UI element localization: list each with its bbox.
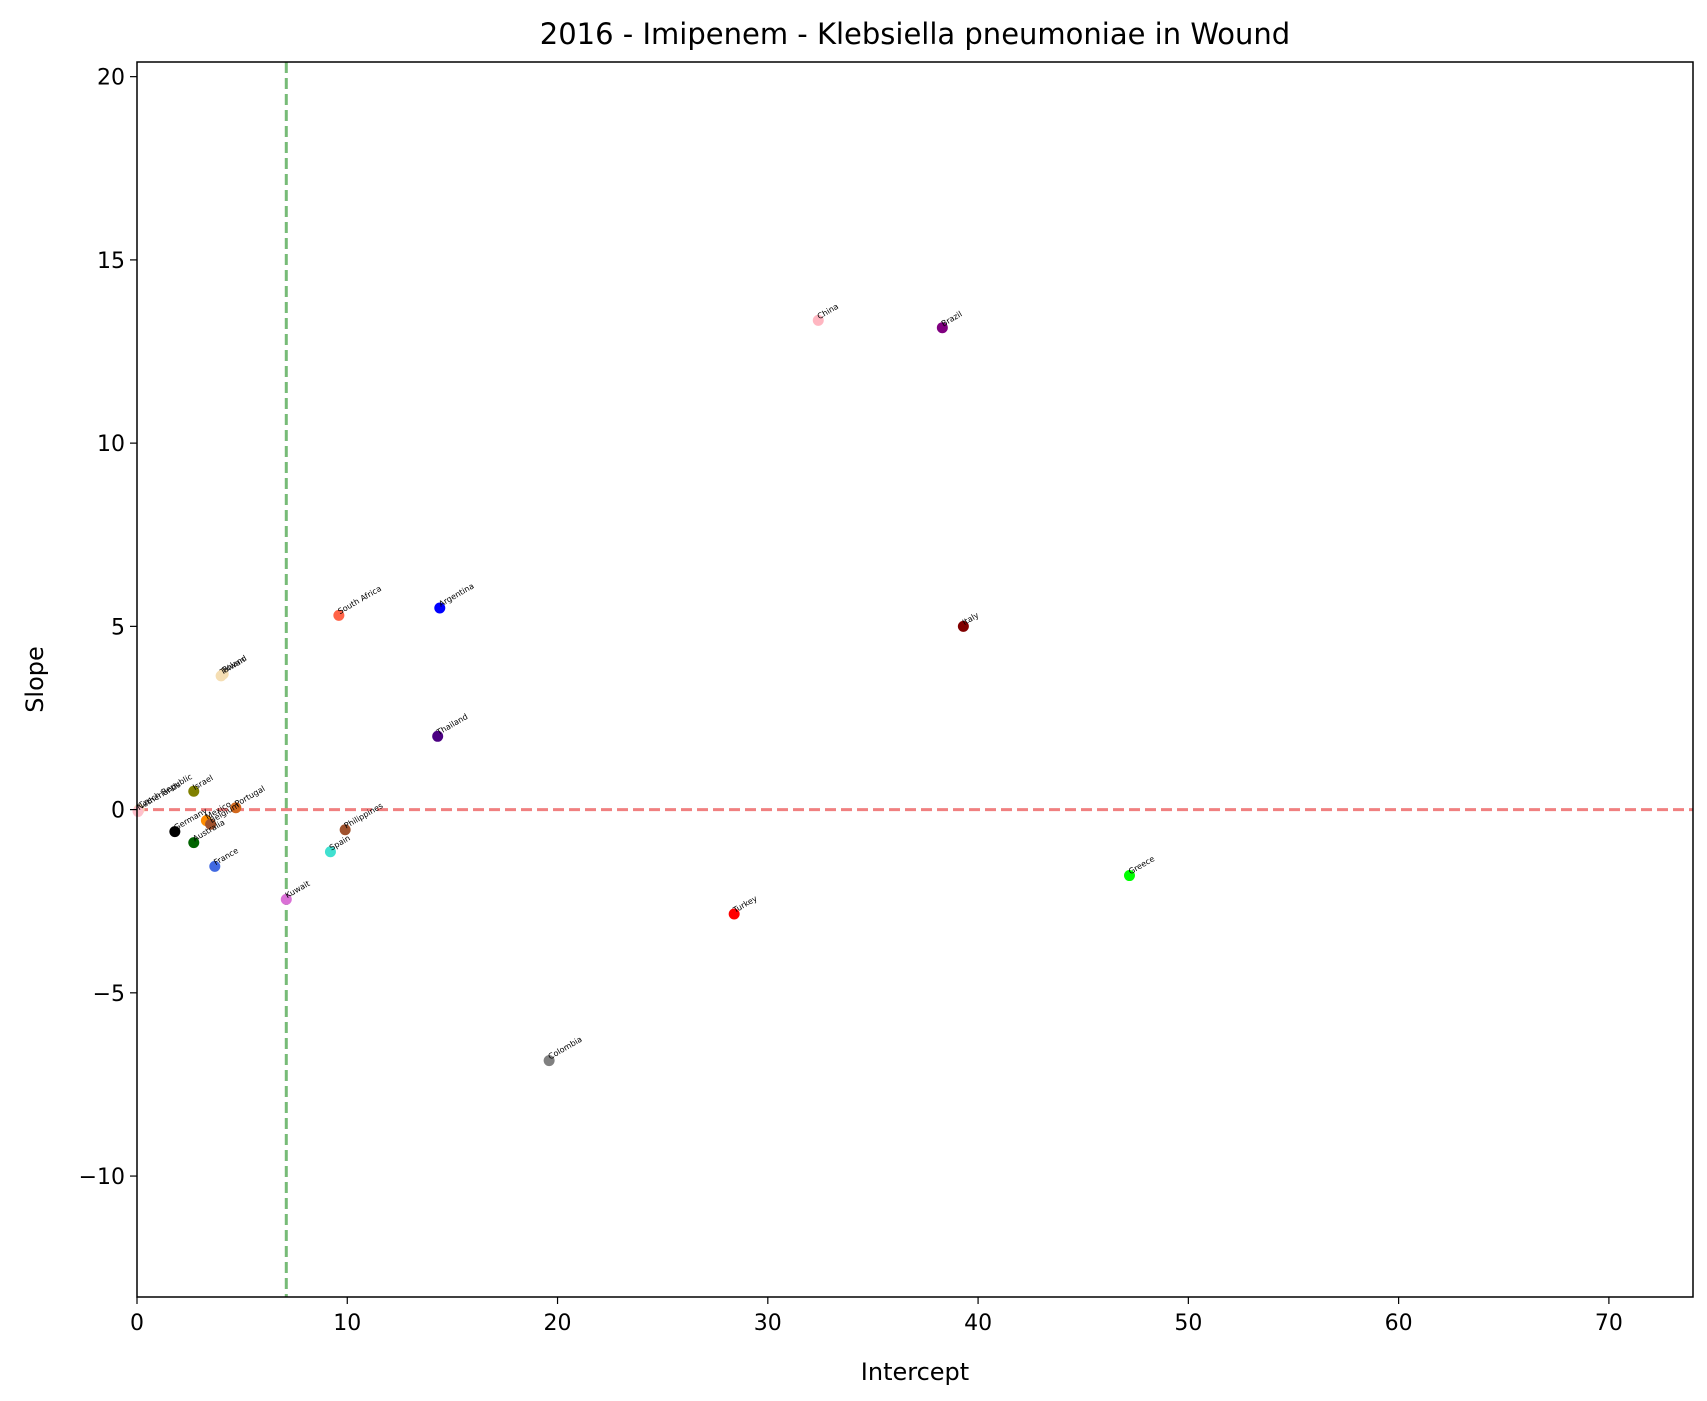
y-axis: −10 −5 0 5 10 15 20 (79, 66, 137, 1190)
data-points (132, 314, 1135, 1067)
data-point (434, 602, 446, 614)
data-point (324, 846, 336, 858)
y-tick-label: −10 (79, 1165, 125, 1190)
data-point (169, 826, 181, 838)
data-point (957, 620, 969, 632)
y-tick-label: 15 (97, 249, 125, 274)
data-point (188, 785, 200, 797)
data-point (812, 314, 824, 326)
data-point (188, 837, 200, 849)
y-tick-label: 20 (97, 66, 125, 91)
data-point (230, 802, 242, 814)
x-axis-title: Intercept (861, 1358, 969, 1386)
x-tick-label: 40 (964, 1311, 992, 1336)
x-tick-label: 10 (333, 1311, 361, 1336)
data-point (543, 1055, 555, 1067)
data-point (1123, 870, 1135, 882)
data-point (205, 818, 217, 830)
x-tick-label: 30 (754, 1311, 782, 1336)
x-tick-label: 50 (1174, 1311, 1202, 1336)
x-axis: 0 10 20 30 40 50 60 70 (130, 1297, 1623, 1336)
reference-lines (137, 62, 1693, 1297)
y-tick-label: 10 (97, 432, 125, 457)
data-point (333, 609, 345, 621)
y-tick-label: 5 (111, 615, 125, 640)
x-tick-label: 20 (544, 1311, 572, 1336)
data-point (339, 824, 351, 836)
data-point (728, 908, 740, 920)
x-tick-label: 60 (1385, 1311, 1413, 1336)
data-point (432, 730, 444, 742)
data-point (280, 893, 292, 905)
data-point (209, 860, 221, 872)
y-tick-label: 0 (111, 799, 125, 824)
data-point (936, 322, 948, 334)
chart-title: 2016 - Imipenem - Klebsiella pneumoniae … (540, 17, 1290, 51)
x-tick-label: 0 (130, 1311, 144, 1336)
y-tick-label: −5 (93, 982, 125, 1007)
data-point (132, 805, 144, 817)
data-point (217, 668, 229, 680)
plot-area-frame (136, 61, 1694, 1298)
x-tick-label: 70 (1595, 1311, 1623, 1336)
y-axis-title: Slope (21, 646, 49, 713)
